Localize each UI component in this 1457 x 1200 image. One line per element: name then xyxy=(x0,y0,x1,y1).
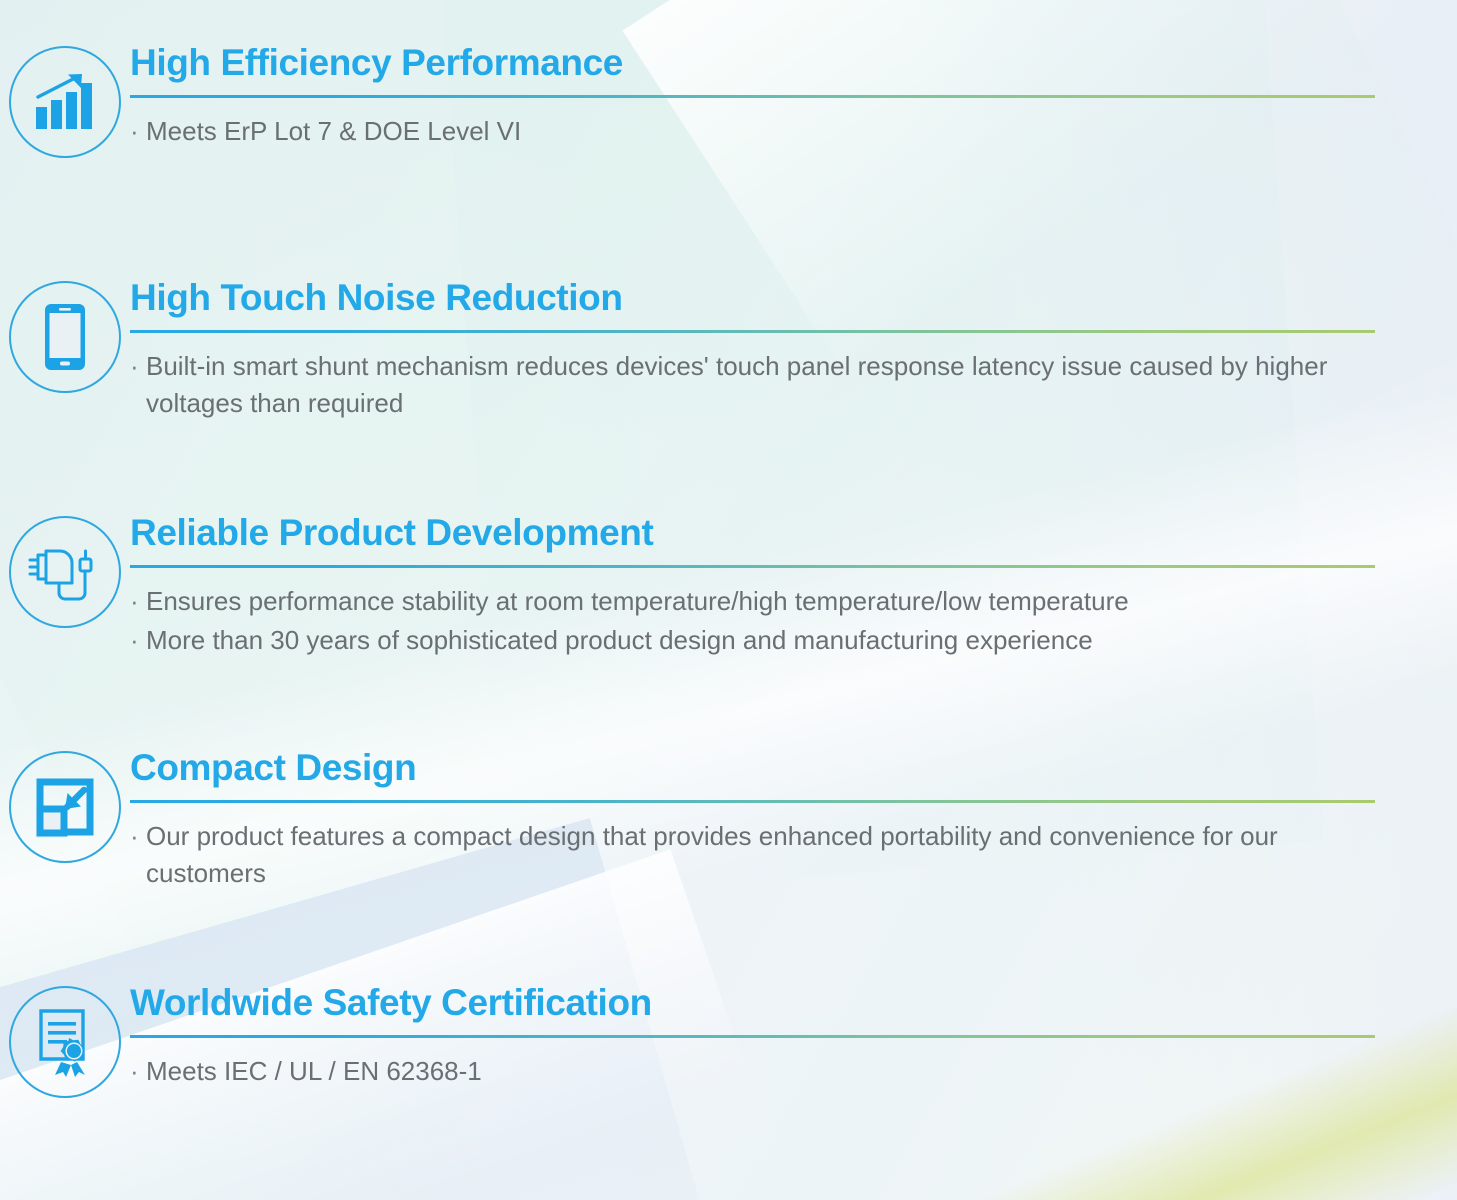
bullet-text: Meets ErP Lot 7 & DOE Level VI xyxy=(146,116,522,146)
bullet-item: · Ensures performance stability at room … xyxy=(130,583,1375,620)
feature-item: Compact Design · Our product features a … xyxy=(0,749,1457,892)
bullet-marker: · xyxy=(130,1056,139,1086)
bullet-text: Ensures performance stability at room te… xyxy=(146,586,1129,616)
feature-icon-wrap xyxy=(0,279,130,393)
bullet-text: Built-in smart shunt mechanism reduces d… xyxy=(146,351,1328,418)
power-adapter-icon xyxy=(9,516,121,628)
feature-bullets: · Ensures performance stability at room … xyxy=(130,583,1375,659)
feature-item: Worldwide Safety Certification · Meets I… xyxy=(0,984,1457,1098)
feature-body: Worldwide Safety Certification · Meets I… xyxy=(130,984,1457,1090)
bullet-marker: · xyxy=(130,351,139,381)
compact-resize-icon xyxy=(9,751,121,863)
bullet-marker: · xyxy=(130,586,139,616)
feature-title: Compact Design xyxy=(130,747,417,788)
feature-icon-wrap xyxy=(0,749,130,863)
feature-item: High Efficiency Performance · Meets ErP … xyxy=(0,44,1457,158)
feature-body: Reliable Product Development · Ensures p… xyxy=(130,514,1457,659)
feature-icon-wrap xyxy=(0,514,130,628)
feature-divider xyxy=(130,1035,1375,1038)
smartphone-icon xyxy=(9,281,121,393)
bullet-item: · Meets IEC / UL / EN 62368-1 xyxy=(130,1053,1375,1090)
feature-body: Compact Design · Our product features a … xyxy=(130,749,1457,892)
feature-icon-wrap xyxy=(0,984,130,1098)
feature-divider xyxy=(130,800,1375,803)
bullet-marker: · xyxy=(130,821,139,851)
feature-bullets: · Built-in smart shunt mechanism reduces… xyxy=(130,348,1375,422)
feature-bullets: · Meets IEC / UL / EN 62368-1 xyxy=(130,1053,1375,1090)
feature-title: High Efficiency Performance xyxy=(130,42,623,83)
bullet-text: Meets IEC / UL / EN 62368-1 xyxy=(146,1056,482,1086)
bullet-marker: · xyxy=(130,116,139,146)
bullet-item: · Built-in smart shunt mechanism reduces… xyxy=(130,348,1375,422)
feature-body: High Efficiency Performance · Meets ErP … xyxy=(130,44,1457,150)
feature-title: High Touch Noise Reduction xyxy=(130,277,623,318)
feature-divider xyxy=(130,95,1375,98)
bullet-marker: · xyxy=(130,624,139,655)
bullet-item: · Meets ErP Lot 7 & DOE Level VI xyxy=(130,113,1375,150)
feature-divider xyxy=(130,330,1375,333)
bullet-text: Our product features a compact design th… xyxy=(146,821,1278,888)
feature-bullets: · Meets ErP Lot 7 & DOE Level VI xyxy=(130,113,1375,150)
feature-title: Reliable Product Development xyxy=(130,512,654,553)
feature-divider xyxy=(130,565,1375,568)
feature-title: Worldwide Safety Certification xyxy=(130,982,652,1023)
feature-icon-wrap xyxy=(0,44,130,158)
bullet-text: More than 30 years of sophisticated prod… xyxy=(146,624,1093,655)
feature-item: High Touch Noise Reduction · Built-in sm… xyxy=(0,279,1457,422)
bullet-item: · More than 30 years of sophisticated pr… xyxy=(130,622,1375,659)
feature-body: High Touch Noise Reduction · Built-in sm… xyxy=(130,279,1457,422)
growth-bar-chart-icon xyxy=(9,46,121,158)
bullet-item: · Our product features a compact design … xyxy=(130,818,1375,892)
feature-item: Reliable Product Development · Ensures p… xyxy=(0,514,1457,659)
feature-bullets: · Our product features a compact design … xyxy=(130,818,1375,892)
certificate-award-icon xyxy=(9,986,121,1098)
